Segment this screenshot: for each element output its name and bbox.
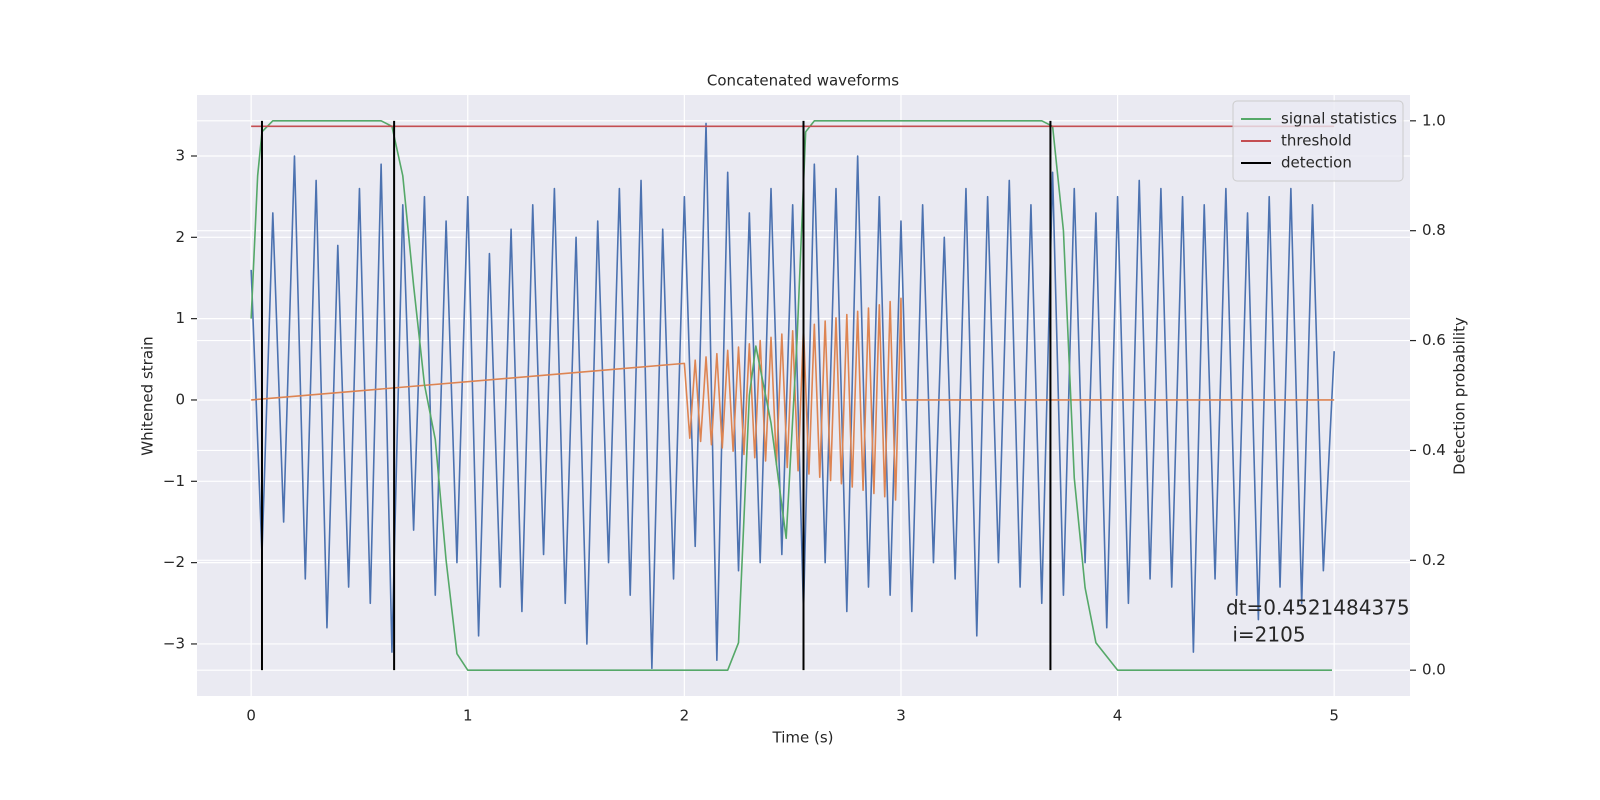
annotation: i=2105	[1226, 623, 1306, 647]
annotation: dt=0.4521484375	[1226, 596, 1410, 620]
y-tick-label: −3	[163, 634, 185, 652]
legend: signal statistics threshold detection	[1232, 100, 1404, 182]
y-tick-label: 1	[175, 309, 185, 327]
legend-label: signal statistics	[1281, 110, 1397, 128]
series-line	[250, 120, 1333, 671]
y-tick-label: 2	[175, 228, 185, 246]
y2-tick-label: 0.8	[1422, 221, 1446, 239]
x-tick-label: 4	[1113, 707, 1123, 725]
series-line	[251, 297, 1335, 501]
y2-tick-label: 1.0	[1422, 111, 1446, 129]
y2-tick-label: 0.6	[1422, 331, 1446, 349]
series-line	[250, 122, 1335, 670]
marks	[250, 120, 1335, 671]
legend-box	[1232, 100, 1404, 182]
legend-label: threshold	[1281, 132, 1352, 150]
x-axis-label: Time (s)	[772, 729, 834, 747]
y2-axis-label: Detection probability	[1451, 317, 1469, 475]
y-axis-label: Whitened strain	[139, 336, 157, 455]
y-tick-label: 0	[175, 390, 185, 408]
x-tick-label: 1	[463, 707, 473, 725]
x-tick-label: 0	[246, 707, 256, 725]
x-tick-label: 3	[896, 707, 906, 725]
y-tick-label: 3	[175, 146, 185, 164]
legend-label: detection	[1281, 154, 1352, 172]
y2-tick-label: 0.4	[1422, 441, 1446, 459]
x-tick-label: 2	[680, 707, 690, 725]
labels: 0 1 2 3 4 5 −3 −2 −1 0 1 2 3 0.0 0.2 0.4 0.6 0.8 1.0 dt=0.4…	[163, 111, 1446, 724]
y-tick-label: −2	[163, 553, 185, 571]
chart-title: Concatenated waveforms	[707, 72, 899, 90]
y-tick-label: −1	[163, 472, 185, 490]
y2-tick-label: 0.0	[1422, 661, 1446, 679]
y2-tick-label: 0.2	[1422, 551, 1446, 569]
x-tick-label: 5	[1329, 707, 1339, 725]
